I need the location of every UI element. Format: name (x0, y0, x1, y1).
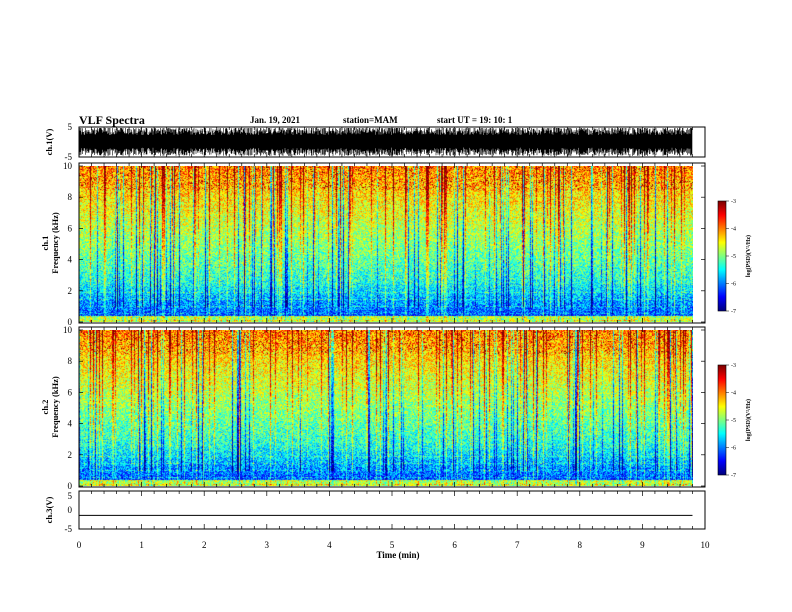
header-date: Jan. 19, 2021 (250, 115, 301, 125)
x-tick-label: 9 (640, 540, 645, 550)
ch3-waveform-ytick-bottom: -5 (65, 524, 73, 534)
y-tick-label: 10 (63, 161, 73, 171)
colorbar-ch1-gradient (718, 201, 726, 311)
y-tick-label: 6 (68, 387, 73, 397)
x-tick-label: 0 (77, 540, 82, 550)
ch1-waveform-path (78, 128, 693, 156)
x-tick-label: 6 (452, 540, 457, 550)
header-start-time: start UT = 19: 10: 1 (437, 115, 513, 125)
ch1-spectrogram-ylabel-frequency: Frequency (kHz) (50, 212, 60, 274)
y-tick-label: 2 (68, 450, 73, 460)
ch2-spectrogram-yticks: 0 2 4 6 8 10 (63, 325, 705, 491)
colorbar-tick-label: -4 (731, 391, 736, 397)
x-tick-label: 1 (139, 540, 144, 550)
figure-title: VLF Spectra (79, 113, 145, 127)
panel-ch3-waveform: 5 0 -5 ch.3(V) (44, 490, 706, 534)
colorbar-tick-label: -7 (731, 309, 736, 315)
x-tick-label: 7 (515, 540, 520, 550)
x-tick-label: 5 (390, 540, 395, 550)
ch1-spectrogram-yticks: 0 2 4 6 8 10 (63, 161, 705, 327)
y-tick-label: 8 (68, 356, 73, 366)
ch1-waveform-trace (78, 128, 693, 156)
x-tick-label: 8 (578, 540, 583, 550)
y-tick-label: 0 (68, 317, 73, 327)
panel-ch1-waveform: 5 -5 ch.1(V) (44, 122, 706, 162)
x-tick-label: 10 (701, 540, 711, 550)
colorbar-tick-label: -5 (731, 254, 736, 260)
colorbar-tick-label: -3 (731, 363, 736, 369)
ch2-spectrogram-ylabel-frequency: Frequency (kHz) (50, 376, 60, 438)
ch1-waveform-ylabel: ch.1(V) (44, 128, 54, 155)
y-tick-label: 4 (68, 255, 73, 265)
panel-ch1-spectrogram: 0 2 4 6 8 10 ch.1 Frequency (kHz) (40, 161, 706, 327)
colorbar-ch2-label: log(PSD)(V²/Hz) (745, 399, 752, 441)
x-tick-label: 2 (202, 540, 207, 550)
header-station: station=MAM (343, 115, 398, 125)
colorbar-tick-label: -3 (731, 199, 736, 205)
panel-ch2-spectrogram: 0 2 4 6 8 10 ch.2 Frequency (kHz) (40, 325, 706, 491)
colorbar-tick-label: -5 (731, 418, 736, 424)
y-tick-label: 10 (63, 325, 73, 335)
ch1-spectrogram-image (79, 166, 693, 322)
x-axis-ticks (78, 127, 706, 529)
y-tick-label: 8 (68, 192, 73, 202)
ch2-spectrogram-ylabel-channel: ch.2 (40, 400, 50, 415)
colorbar-tick-label: -6 (731, 446, 736, 452)
colorbar-ch2-ticks: -3 -4 -5 -6 -7 (726, 363, 736, 479)
y-tick-label: 6 (68, 223, 73, 233)
colorbar-ch1: -3 -4 -5 -6 -7 log(PSD)(V²/Hz) (717, 199, 752, 315)
ch2-spectrogram-image (79, 330, 693, 486)
colorbar-tick-label: -6 (731, 282, 736, 288)
x-tick-label: 4 (327, 540, 332, 550)
colorbar-ch1-label: log(PSD)(V²/Hz) (745, 235, 752, 277)
ch1-spectrogram-ylabel-channel: ch.1 (40, 236, 50, 251)
colorbar-ch2: -3 -4 -5 -6 -7 log(PSD)(V²/Hz) (717, 363, 752, 479)
ch1-waveform-ytick-top: 5 (68, 122, 73, 132)
ch1-waveform-ytick-bottom: -5 (65, 152, 73, 162)
colorbar-tick-label: -4 (731, 227, 736, 233)
ch3-waveform-ytick-zero: 0 (68, 505, 73, 515)
y-tick-label: 0 (68, 481, 73, 491)
colorbar-tick-label: -7 (731, 473, 736, 479)
x-axis-tick-labels: 0 1 2 3 4 5 6 7 8 9 10 (77, 540, 710, 550)
panel-ch3-waveform-frame (78, 490, 706, 530)
y-tick-label: 4 (68, 419, 73, 429)
y-tick-label: 2 (68, 286, 73, 296)
x-axis-label: Time (min) (376, 550, 419, 560)
ch3-waveform-ylabel: ch.3(V) (44, 496, 54, 523)
colorbar-ch1-ticks: -3 -4 -5 -6 -7 (726, 199, 736, 315)
ch3-waveform-ytick-top: 5 (68, 491, 73, 501)
x-tick-label: 3 (265, 540, 270, 550)
colorbar-ch2-gradient (718, 365, 726, 475)
